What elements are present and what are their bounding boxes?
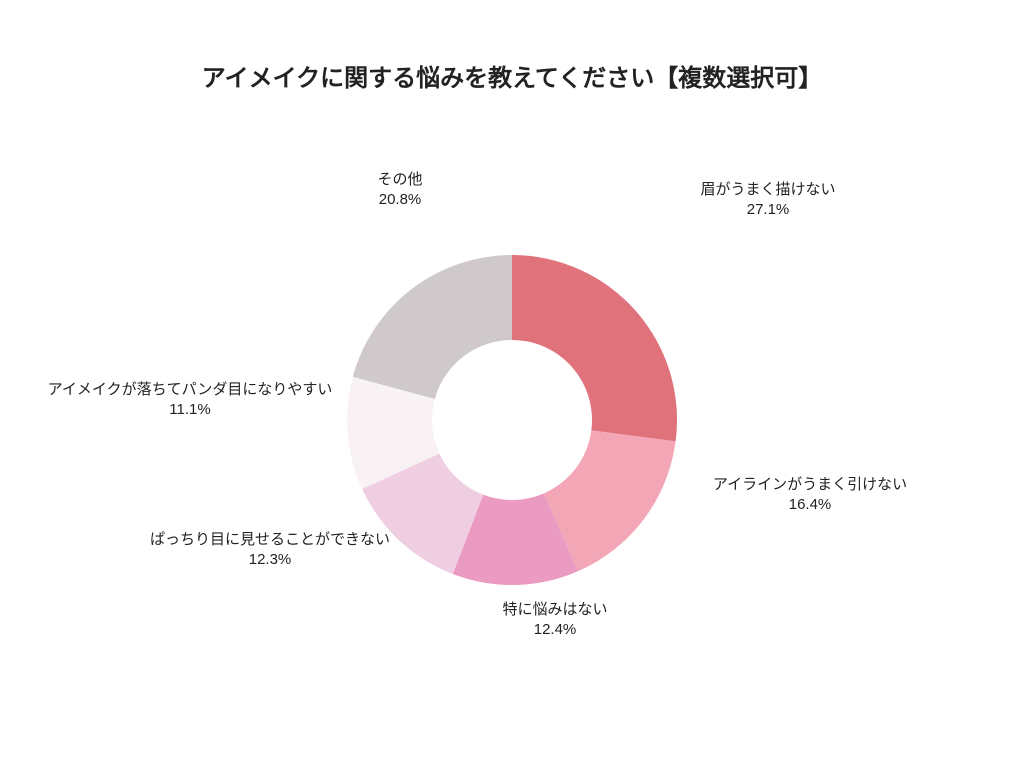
- slice-label: ぱっちり目に見せることができない12.3%: [150, 530, 390, 571]
- slice-label-pct: 12.3%: [150, 550, 390, 570]
- slice-label-pct: 20.8%: [377, 190, 422, 210]
- chart-title: アイメイクに関する悩みを教えてください【複数選択可】: [0, 58, 1024, 93]
- slice-label: アイメイクが落ちてパンダ目になりやすい11.1%: [48, 380, 333, 421]
- slice-label: 眉がうまく描けない27.1%: [700, 180, 835, 221]
- slice-label: その他20.8%: [377, 170, 422, 211]
- donut-slice: [353, 255, 512, 399]
- slice-label-name: 眉がうまく描けない: [700, 180, 835, 200]
- slice-label-name: ぱっちり目に見せることができない: [150, 530, 390, 550]
- slice-label-name: その他: [377, 170, 422, 190]
- slice-label-pct: 16.4%: [713, 495, 907, 515]
- slice-label-pct: 27.1%: [700, 200, 835, 220]
- donut-slice: [512, 255, 677, 441]
- slice-label-name: 特に悩みはない: [502, 600, 607, 620]
- slice-label-name: アイメイクが落ちてパンダ目になりやすい: [48, 380, 333, 400]
- slice-label-name: アイラインがうまく引けない: [713, 475, 907, 495]
- slice-label-pct: 11.1%: [48, 400, 333, 420]
- slice-label: アイラインがうまく引けない16.4%: [713, 475, 907, 516]
- slice-label: 特に悩みはない12.4%: [502, 600, 607, 641]
- donut-chart-container: アイメイクに関する悩みを教えてください【複数選択可】 眉がうまく描けない27.1…: [0, 0, 1024, 768]
- slice-label-pct: 12.4%: [502, 620, 607, 640]
